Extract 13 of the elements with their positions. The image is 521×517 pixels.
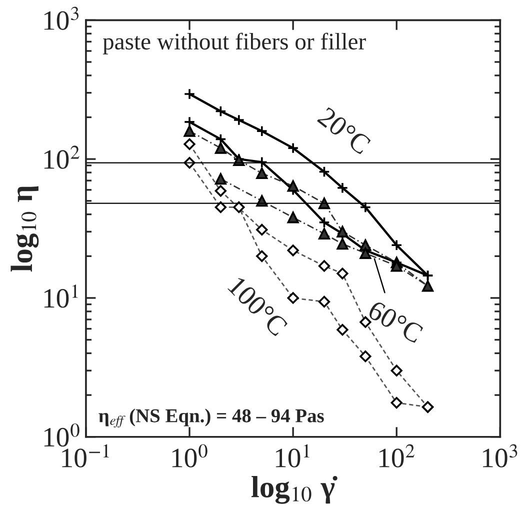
y-tick-label: 10$^{1}$ xyxy=(44,284,78,308)
annotation: η$_{eff}$ (NS Eqn.) = 48 – 94 Pas xyxy=(98,408,324,428)
annotation: paste without fibers or filler xyxy=(102,32,366,54)
y-axis-title: log$_{10}$ η xyxy=(10,186,39,272)
x-tick-label: 10$^{3}$ xyxy=(483,444,518,468)
x-tick-label: 10$^{1}$ xyxy=(276,444,310,468)
y-tick-label: 10$^{3}$ xyxy=(44,6,79,30)
x-tick-label: 10$^{2}$ xyxy=(379,444,414,468)
annotation: 20°C xyxy=(316,106,372,155)
y-tick-label: 10$^{2}$ xyxy=(44,146,80,169)
annotation: 60°C xyxy=(367,300,424,344)
x-axis-title: log$_{10}$ γ̇ xyxy=(251,476,338,504)
x-tick-label: 10$^{0}$ xyxy=(172,444,208,468)
